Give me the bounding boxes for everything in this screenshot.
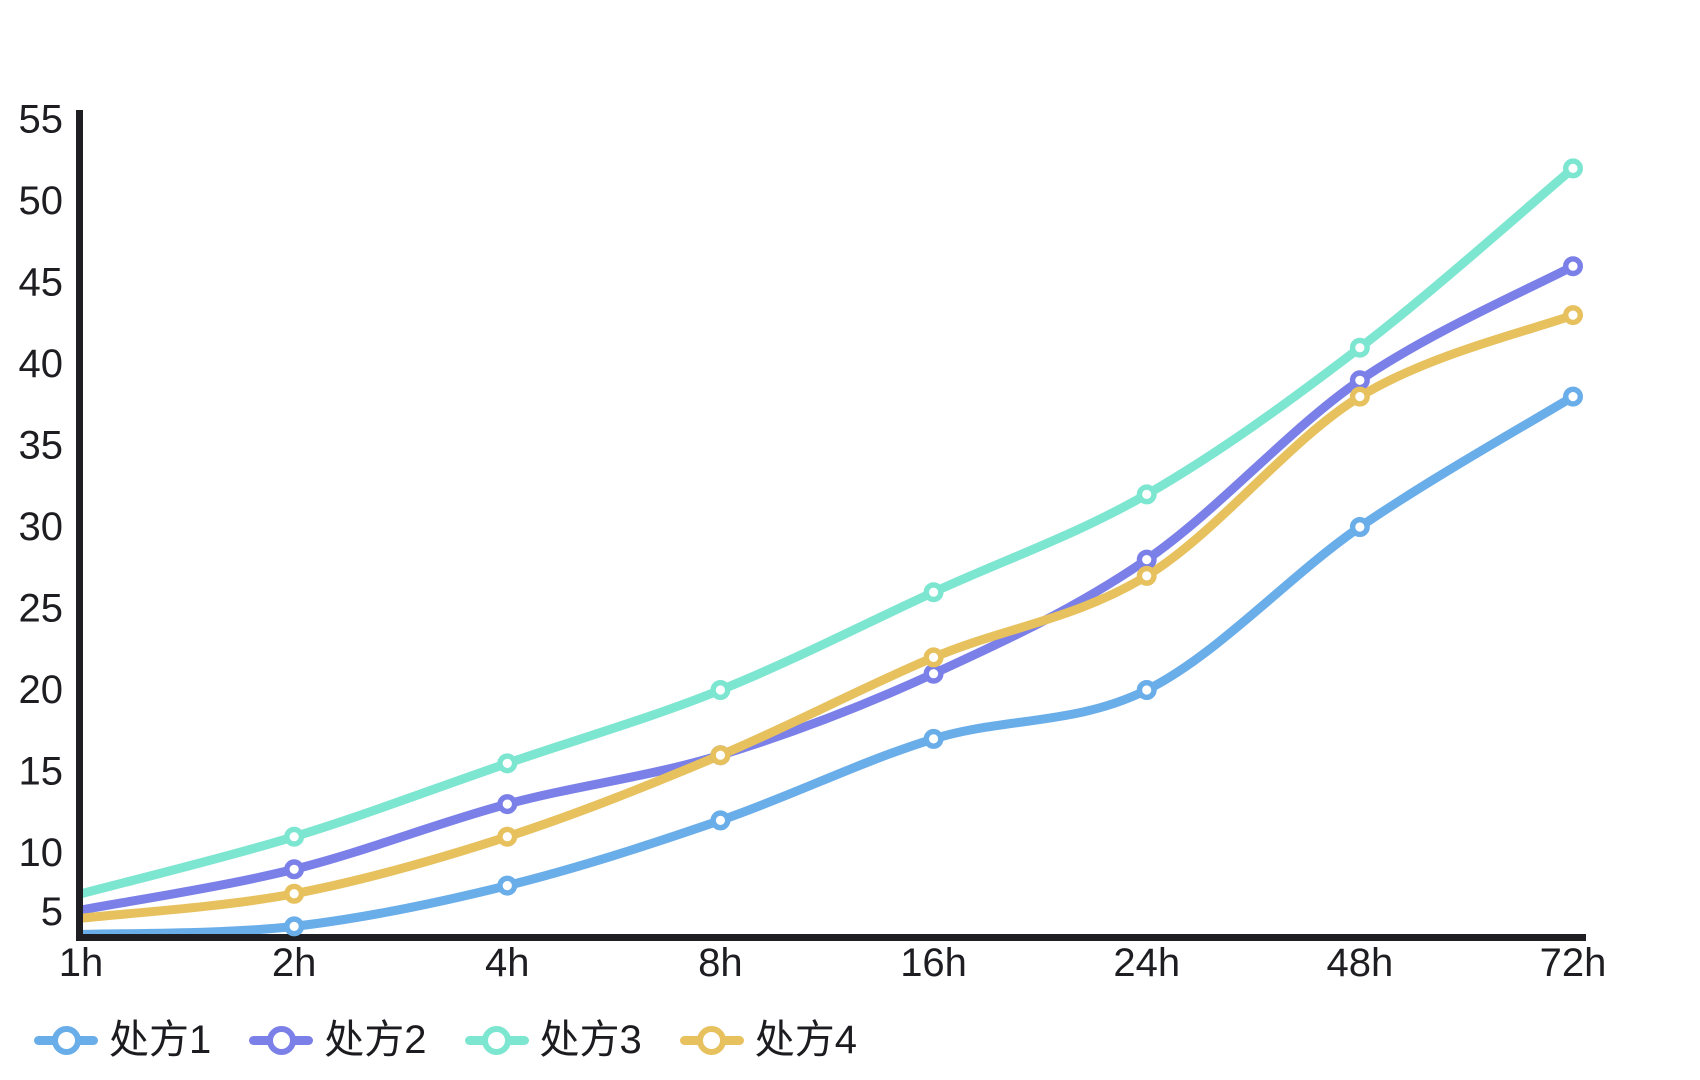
series-lines bbox=[76, 163, 1578, 939]
data-point-1-4h bbox=[497, 875, 518, 896]
y-tick-label-50: 50 bbox=[19, 179, 64, 223]
y-tick-label-40: 40 bbox=[19, 342, 64, 386]
x-tick-label-24h: 24h bbox=[1113, 941, 1180, 985]
legend-item-1[interactable]: 处方1 bbox=[34, 1020, 211, 1060]
data-point-2-16h bbox=[923, 663, 944, 684]
legend-label: 处方3 bbox=[539, 1018, 642, 1062]
data-point-2-72h bbox=[1562, 256, 1583, 277]
legend-ring-icon bbox=[482, 1025, 511, 1055]
x-axis-tick-labels: 1h 2h 4h 8h 16h 24h 48h 72h bbox=[59, 941, 1607, 985]
data-point-3-48h bbox=[1349, 337, 1370, 358]
data-point-3-16h bbox=[923, 582, 944, 603]
legend-label: 处方1 bbox=[109, 1018, 212, 1062]
x-tick-label-2h: 2h bbox=[272, 941, 317, 985]
legend-line-marker-icon bbox=[249, 1025, 314, 1055]
x-tick-label-8h: 8h bbox=[698, 941, 743, 985]
data-point-3-4h bbox=[497, 753, 518, 774]
legend-line-marker-icon bbox=[464, 1025, 529, 1055]
x-tick-label-4h: 4h bbox=[485, 941, 530, 985]
x-tick-label-48h: 48h bbox=[1326, 941, 1393, 985]
data-point-3-8h bbox=[710, 680, 731, 701]
x-tick-label-16h: 16h bbox=[900, 941, 967, 985]
legend-label: 处方2 bbox=[324, 1018, 427, 1062]
data-point-3-72h bbox=[1562, 158, 1583, 179]
y-tick-label-35: 35 bbox=[19, 424, 64, 468]
legend-item-2[interactable]: 处方2 bbox=[249, 1018, 427, 1062]
data-point-2-2h bbox=[284, 859, 305, 880]
data-point-2-48h bbox=[1349, 370, 1370, 391]
y-tick-label-20: 20 bbox=[19, 668, 64, 712]
data-point-4-4h bbox=[497, 826, 518, 847]
y-tick-label-10: 10 bbox=[19, 831, 64, 875]
y-tick-label-30: 30 bbox=[19, 505, 64, 549]
data-point-4-16h bbox=[923, 647, 944, 668]
legend-ring-icon bbox=[266, 1025, 296, 1055]
y-axis-tick-labels: 5 10 15 20 25 30 35 40 45 50 55 bbox=[19, 98, 64, 935]
data-point-1-24h bbox=[1136, 680, 1157, 701]
data-point-1-8h bbox=[710, 810, 731, 831]
x-tick-label-72h: 72h bbox=[1540, 941, 1607, 985]
legend-line-marker-icon bbox=[679, 1025, 744, 1055]
y-tick-label-5: 5 bbox=[41, 890, 63, 934]
data-point-2-24h bbox=[1136, 549, 1157, 570]
x-tick-label-1h: 1h bbox=[59, 941, 104, 985]
data-point-4-2h bbox=[284, 883, 305, 904]
data-point-4-24h bbox=[1136, 565, 1157, 586]
y-tick-label-15: 15 bbox=[19, 750, 64, 794]
series-line-1 bbox=[76, 392, 1578, 939]
legend-item-3[interactable]: 处方3 bbox=[464, 1018, 642, 1062]
data-point-1-48h bbox=[1349, 517, 1370, 538]
legend-label: 处方4 bbox=[754, 1018, 857, 1062]
data-point-3-24h bbox=[1136, 484, 1157, 505]
data-point-4-48h bbox=[1349, 386, 1370, 407]
data-point-1-16h bbox=[923, 728, 944, 749]
data-point-2-4h bbox=[497, 794, 518, 815]
data-point-4-8h bbox=[710, 745, 731, 766]
series-line-2 bbox=[76, 261, 1578, 915]
data-point-4-72h bbox=[1562, 305, 1583, 326]
series-markers bbox=[284, 158, 1583, 937]
y-tick-label-25: 25 bbox=[19, 587, 64, 631]
legend-ring-icon bbox=[51, 1025, 81, 1055]
legend-line-marker-icon bbox=[34, 1025, 98, 1055]
data-point-1-2h bbox=[284, 916, 305, 937]
data-point-1-72h bbox=[1562, 386, 1583, 407]
y-tick-label-55: 55 bbox=[19, 98, 64, 142]
legend-ring-icon bbox=[697, 1025, 727, 1055]
legend: 处方1 处方2 处方3 处方4 bbox=[34, 1008, 857, 1072]
y-axis-line bbox=[76, 110, 83, 941]
y-tick-label-45: 45 bbox=[19, 261, 64, 305]
legend-item-4[interactable]: 处方4 bbox=[679, 1018, 857, 1062]
series-line-4 bbox=[76, 310, 1578, 923]
data-point-3-2h bbox=[284, 826, 305, 847]
series-line-3 bbox=[76, 163, 1578, 899]
x-axis-line bbox=[76, 934, 1586, 941]
